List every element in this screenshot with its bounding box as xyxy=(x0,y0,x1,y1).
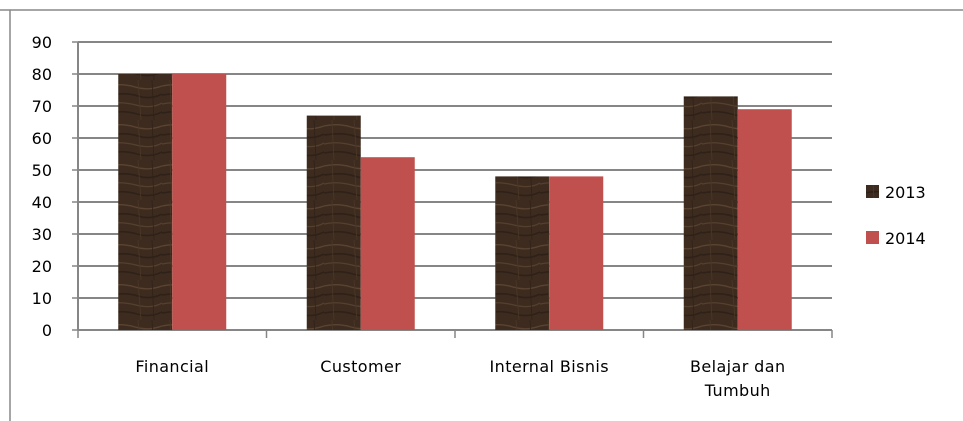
bar-2013 xyxy=(118,74,173,330)
y-tick-label: 60 xyxy=(32,129,52,148)
y-tick-label: 30 xyxy=(32,225,52,244)
bar-2014 xyxy=(360,157,415,330)
bar-2014 xyxy=(737,109,792,330)
bar-2014 xyxy=(172,74,227,330)
x-category-label: Customer xyxy=(320,357,401,376)
legend-label-2014: 2014 xyxy=(885,229,926,248)
bar-2013 xyxy=(306,115,361,330)
x-category-label: Internal Bisnis xyxy=(490,357,609,376)
y-tick-label: 70 xyxy=(32,97,52,116)
x-category-label: Financial xyxy=(135,357,209,376)
y-tick-label: 10 xyxy=(32,289,52,308)
bar-2013 xyxy=(683,96,738,331)
bars xyxy=(118,74,792,331)
bar-2013 xyxy=(495,176,550,330)
y-tick-label: 0 xyxy=(42,321,52,340)
y-tick-label: 20 xyxy=(32,257,52,276)
x-axis-category-labels: Financial Customer Internal Bisnis Belajar … xyxy=(135,357,785,400)
y-tick-label: 40 xyxy=(32,193,52,212)
y-axis-tick-labels: 0 10 20 30 40 50 60 70 80 90 xyxy=(32,33,52,340)
y-tick-label: 90 xyxy=(32,33,52,52)
y-tick-label: 80 xyxy=(32,65,52,84)
x-category-label: Belajar dan Tumbuh xyxy=(690,357,786,400)
legend-label-2013: 2013 xyxy=(885,183,926,202)
legend: 2013 2014 xyxy=(866,183,926,248)
legend-swatch-2013 xyxy=(866,185,879,198)
legend-swatch-2014 xyxy=(866,231,879,244)
bar-2014 xyxy=(549,176,604,330)
y-tick-label: 50 xyxy=(32,161,52,180)
